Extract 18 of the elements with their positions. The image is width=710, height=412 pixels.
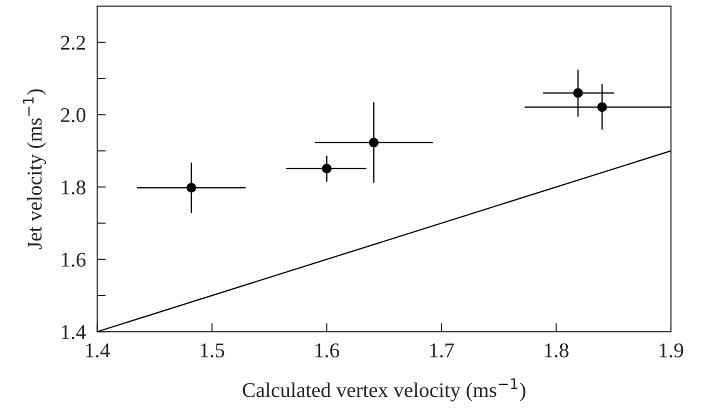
x-tick-label: 1.5 — [200, 343, 224, 358]
y-tick-label: 1.8 — [62, 180, 86, 195]
x-tick-label: 1.7 — [430, 343, 454, 358]
point — [322, 164, 332, 174]
point — [573, 88, 583, 98]
y-axis-title: Jet velocity (ms$^{−1}$) — [22, 89, 46, 250]
point — [597, 102, 607, 112]
x-tick-label: 1.6 — [316, 343, 340, 358]
x-tick-label: 1.8 — [545, 343, 568, 358]
y-tick-label: 2.0 — [61, 108, 86, 122]
y-tick-label: 1.6 — [62, 252, 86, 267]
x-axis-title: Calculated vertex velocity (ms$^{−1}$) — [242, 378, 526, 402]
y-tick-label: 1.4 — [62, 325, 86, 340]
x-tick-label: 1.4 — [86, 343, 110, 358]
x-tick-label: 1.9 — [660, 343, 684, 358]
point — [186, 182, 196, 193]
y-tick-label: 2.2 — [61, 36, 86, 50]
point — [368, 138, 379, 148]
